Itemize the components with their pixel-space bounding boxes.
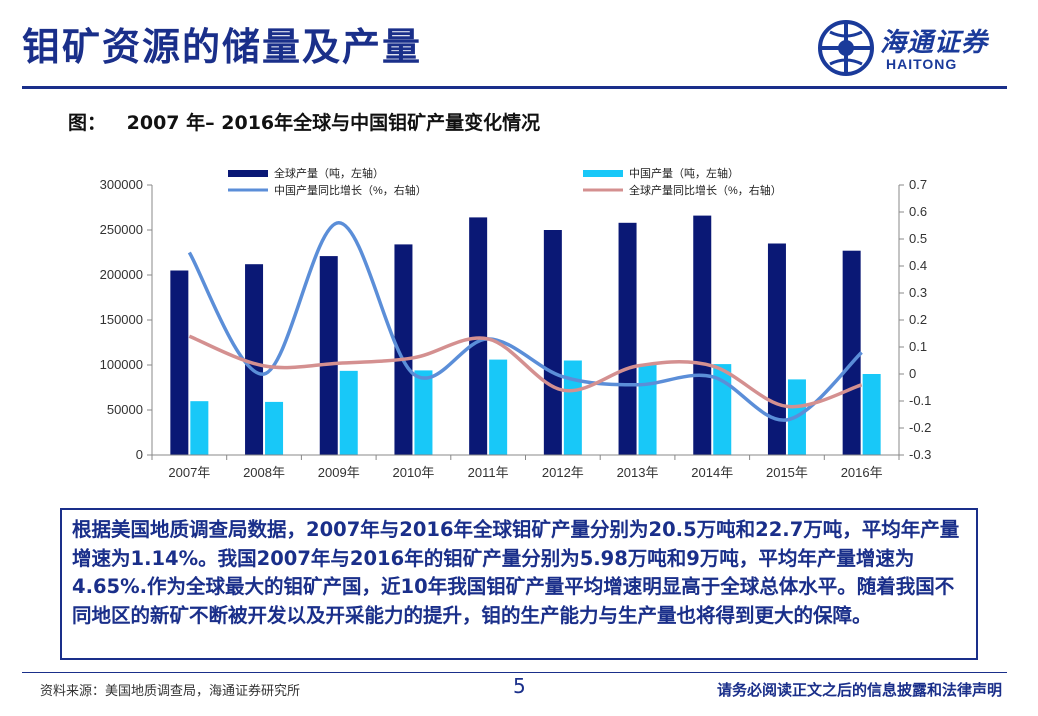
x-tick-label: 2010年	[392, 465, 434, 480]
x-tick-label: 2009年	[318, 465, 360, 480]
bar-global-output	[693, 215, 712, 455]
left-tick-label: 50000	[107, 402, 143, 417]
haitong-emblem-icon	[818, 20, 874, 76]
legend-label-china-output: 中国产量（吨，左轴）	[629, 166, 739, 180]
bar-china-output	[265, 401, 284, 455]
logo-name-cn: 海通证券	[880, 28, 989, 58]
analysis-note-box: 根据美国地质调查局数据，2007年与2016年全球钼矿产量分别为20.5万吨和2…	[60, 508, 978, 660]
right-tick-label: 0.3	[909, 285, 927, 300]
left-tick-label: 0	[136, 447, 143, 462]
bar-global-output	[842, 250, 861, 455]
logo-name-en: HAITONG	[886, 56, 958, 72]
bar-china-output	[713, 364, 732, 455]
figure-title: 2007 年– 2016年全球与中国钼矿产量变化情况	[126, 112, 541, 134]
left-tick-label: 200000	[100, 267, 143, 282]
bar-global-output	[469, 217, 488, 455]
left-tick-label: 250000	[100, 222, 143, 237]
bar-china-output	[862, 374, 881, 455]
source-note: 资料来源：美国地质调查局，海通证券研究所	[40, 684, 301, 699]
right-tick-label: 0.6	[909, 204, 927, 219]
x-tick-label: 2013年	[617, 465, 659, 480]
slide-title: 钼矿资源的储量及产量	[22, 25, 423, 69]
bar-china-output	[190, 401, 209, 455]
x-tick-label: 2011年	[468, 465, 509, 480]
figure-label: 图：	[68, 112, 107, 134]
bar-china-output	[489, 359, 508, 455]
right-tick-label: -0.2	[909, 420, 931, 435]
chart-legend: 全球产量（吨，左轴） 中国产量同比增长（%，右轴） 中国产量（吨，左轴） 全球产…	[228, 166, 782, 197]
legend-label-global-output: 全球产量（吨，左轴）	[274, 166, 384, 180]
right-tick-label: 0	[909, 366, 916, 381]
haitong-logo: 海通证券 HAITONG	[812, 16, 1012, 80]
x-tick-label: 2008年	[243, 465, 285, 480]
bar-global-output	[394, 244, 413, 455]
x-tick-label: 2016年	[841, 465, 883, 480]
right-tick-label: 0.7	[909, 177, 927, 192]
bar-global-output	[543, 230, 562, 455]
molybdenum-production-chart: 全球产量（吨，左轴） 中国产量同比增长（%，右轴） 中国产量（吨，左轴） 全球产…	[100, 166, 932, 480]
right-tick-label: 0.1	[909, 339, 927, 354]
legend-swatch-global-output	[228, 170, 268, 177]
right-tick-label: 0.4	[909, 258, 927, 273]
x-tick-label: 2012年	[542, 465, 584, 480]
right-tick-label: -0.1	[909, 393, 931, 408]
legend-label-global-growth: 全球产量同比增长（%，右轴）	[629, 183, 782, 197]
line-global-growth	[188, 334, 863, 409]
bar-global-output	[319, 256, 338, 455]
line-china-growth	[187, 221, 863, 422]
left-tick-label: 100000	[100, 357, 143, 372]
bar-china-output	[638, 364, 657, 455]
footer-divider	[22, 672, 1007, 673]
x-tick-label: 2007年	[168, 465, 210, 480]
x-tick-label: 2015年	[766, 465, 808, 480]
figure-caption: 图： 2007 年– 2016年全球与中国钼矿产量变化情况	[68, 108, 540, 135]
legend-label-china-growth: 中国产量同比增长（%，右轴）	[274, 183, 427, 197]
bar-china-output	[339, 370, 358, 455]
bar-china-output	[563, 360, 582, 455]
disclaimer-text: 请务必阅读正文之后的信息披露和法律声明	[716, 681, 1002, 699]
bar-global-output	[767, 243, 786, 455]
right-tick-label: -0.3	[909, 447, 931, 462]
bar-china-output	[414, 370, 433, 455]
page-number: 5	[513, 674, 526, 698]
bar-global-output	[170, 270, 189, 455]
right-tick-label: 0.5	[909, 231, 927, 246]
bar-global-output	[618, 222, 637, 455]
title-divider	[22, 86, 1007, 89]
left-tick-label: 300000	[100, 177, 143, 192]
x-tick-label: 2014年	[691, 465, 733, 480]
bar-global-output	[245, 264, 264, 455]
right-tick-label: 0.2	[909, 312, 927, 327]
legend-swatch-china-output	[583, 170, 623, 177]
left-tick-label: 150000	[100, 312, 143, 327]
